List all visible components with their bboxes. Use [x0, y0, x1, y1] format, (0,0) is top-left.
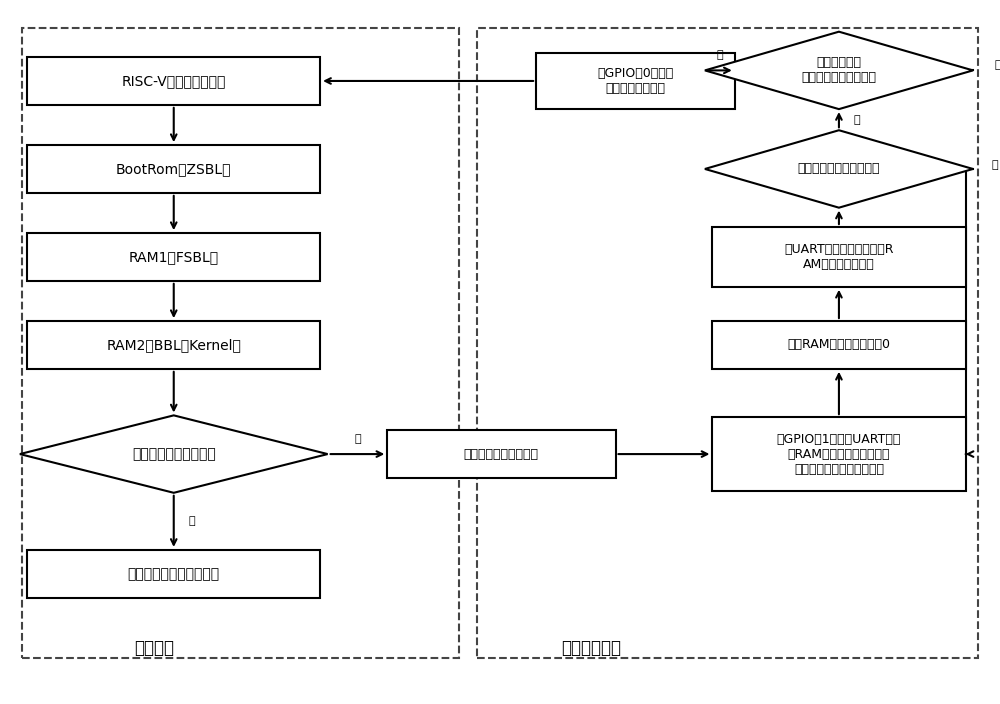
Text: 将GPIO置1，切换UART接口
和RAM存储器的控制权，同
时设置处理器处于复位状态: 将GPIO置1，切换UART接口 和RAM存储器的控制权，同 时设置处理器处于复…: [777, 432, 901, 476]
Text: RISC-V处理器开始运行: RISC-V处理器开始运行: [122, 74, 226, 88]
FancyBboxPatch shape: [712, 321, 966, 369]
Text: 系统正常运行，测试结束: 系统正常运行，测试结束: [128, 567, 220, 581]
Text: 启动代码进行优化修改: 启动代码进行优化修改: [464, 448, 539, 460]
Text: 系统运行调试是否正常: 系统运行调试是否正常: [132, 447, 216, 461]
FancyBboxPatch shape: [27, 321, 320, 369]
Text: 是: 是: [853, 115, 860, 125]
Text: 调试模式: 调试模式: [134, 639, 174, 657]
Text: RAM2（BBL和Kernel）: RAM2（BBL和Kernel）: [106, 338, 241, 352]
Text: 否: 否: [354, 434, 361, 444]
FancyBboxPatch shape: [712, 227, 966, 287]
Text: 将GPIO置0，将处
理器复位状态清除: 将GPIO置0，将处 理器复位状态清除: [597, 67, 674, 95]
Text: 校验更新的数据是否正确: 校验更新的数据是否正确: [798, 163, 880, 175]
Text: 代码更新模式: 代码更新模式: [561, 639, 621, 657]
FancyBboxPatch shape: [712, 417, 966, 491]
Polygon shape: [705, 130, 973, 208]
Text: 判断是否有下
一个代码文件需要更新: 判断是否有下 一个代码文件需要更新: [801, 56, 876, 84]
Text: 否: 否: [716, 50, 723, 60]
FancyBboxPatch shape: [27, 145, 320, 193]
FancyBboxPatch shape: [27, 233, 320, 281]
Text: 是: 是: [994, 60, 1000, 70]
FancyBboxPatch shape: [536, 53, 735, 109]
Text: 是: 是: [188, 516, 195, 527]
FancyBboxPatch shape: [387, 430, 616, 478]
FancyBboxPatch shape: [27, 57, 320, 105]
Polygon shape: [705, 32, 973, 109]
Polygon shape: [20, 415, 328, 493]
FancyBboxPatch shape: [27, 550, 320, 598]
Text: 将UART接口代码更新写入R
AM存储器进行存储: 将UART接口代码更新写入R AM存储器进行存储: [784, 243, 894, 271]
Text: RAM1（FSBL）: RAM1（FSBL）: [129, 250, 219, 264]
Text: 刷新RAM存储器空间值为0: 刷新RAM存储器空间值为0: [787, 339, 890, 351]
Text: 否: 否: [991, 161, 998, 170]
Text: BootRom（ZSBL）: BootRom（ZSBL）: [116, 162, 231, 176]
